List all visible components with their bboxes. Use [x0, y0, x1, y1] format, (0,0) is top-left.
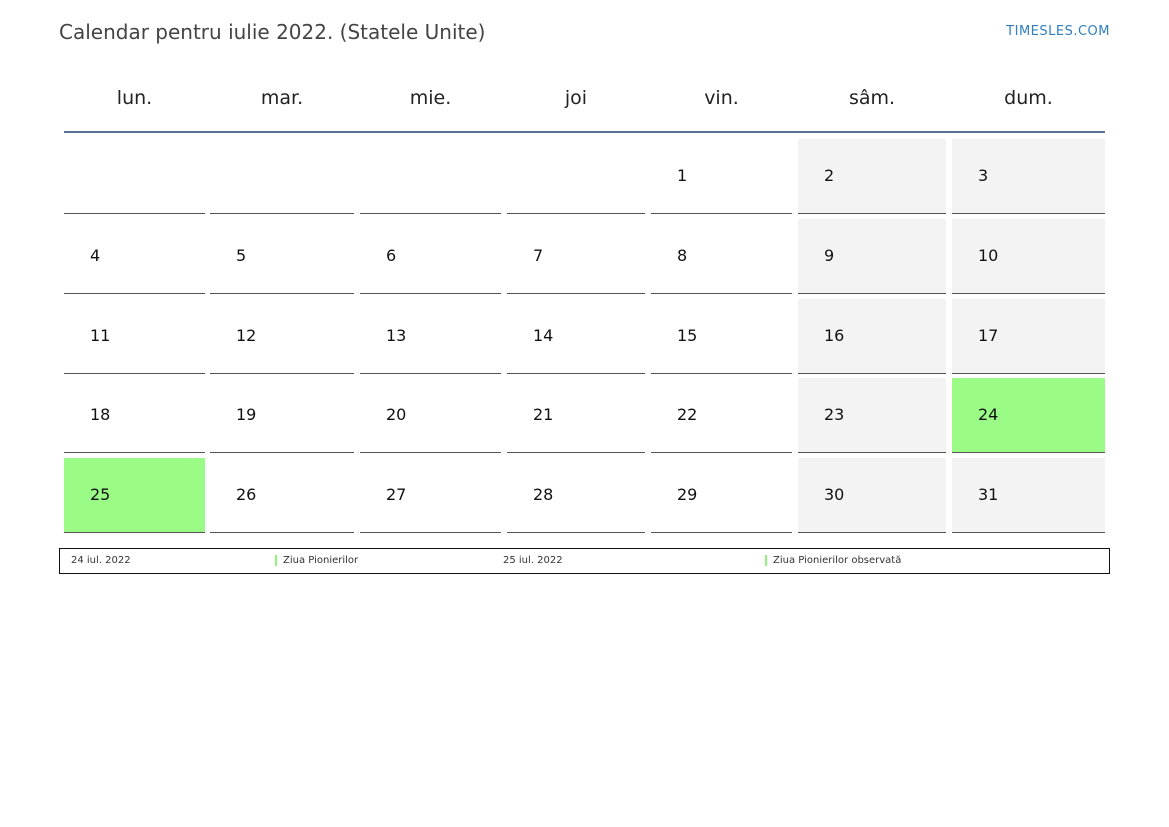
day-cell[interactable]: 23 [798, 378, 946, 453]
day-number: 3 [978, 166, 989, 185]
day-number: 25 [90, 485, 111, 504]
day-cell[interactable]: 21 [507, 378, 645, 453]
weekday-header: mar. [260, 87, 304, 109]
day-cell[interactable]: 15 [651, 299, 792, 374]
day-number: 18 [90, 405, 111, 424]
day-cell[interactable]: 4 [64, 219, 205, 294]
day-number: 23 [824, 405, 845, 424]
day-number: 10 [978, 246, 999, 265]
day-number: 9 [824, 246, 835, 265]
day-cell[interactable]: 31 [952, 458, 1105, 533]
day-number: 8 [677, 246, 688, 265]
legend-color-marker [765, 555, 767, 566]
day-cell[interactable]: 14 [507, 299, 645, 374]
day-cell[interactable]: 11 [64, 299, 205, 374]
day-cell[interactable]: 7 [507, 219, 645, 294]
day-cell[interactable]: 10 [952, 219, 1105, 294]
day-cell[interactable]: 3 [952, 139, 1105, 214]
day-number: 12 [236, 326, 257, 345]
day-number: 20 [386, 405, 407, 424]
day-number: 21 [533, 405, 554, 424]
day-number: 28 [533, 485, 554, 504]
empty-day-cell [360, 139, 501, 214]
day-cell[interactable]: 20 [360, 378, 501, 453]
day-number: 1 [677, 166, 688, 185]
day-cell[interactable]: 1 [651, 139, 792, 214]
weekday-header: dum. [1004, 87, 1053, 109]
day-cell[interactable]: 12 [210, 299, 354, 374]
legend-date: 25 iul. 2022 [503, 555, 563, 566]
day-cell[interactable]: 27 [360, 458, 501, 533]
empty-day-cell [64, 139, 205, 214]
day-cell[interactable]: 29 [651, 458, 792, 533]
day-cell[interactable]: 30 [798, 458, 946, 533]
weekday-header: lun. [116, 87, 153, 109]
day-number: 17 [978, 326, 999, 345]
empty-day-cell [210, 139, 354, 214]
weekday-header: sâm. [848, 87, 896, 109]
day-number: 22 [677, 405, 698, 424]
day-number: 4 [90, 246, 101, 265]
day-cell[interactable]: 2 [798, 139, 946, 214]
day-number: 24 [978, 405, 999, 424]
day-number: 30 [824, 485, 845, 504]
day-number: 2 [824, 166, 835, 185]
empty-day-cell [507, 139, 645, 214]
weekday-header: vin. [704, 87, 739, 109]
header-divider [64, 131, 1105, 133]
legend-holiday-name: Ziua Pionierilor [283, 555, 359, 566]
day-cell[interactable]: 9 [798, 219, 946, 294]
day-number: 31 [978, 485, 999, 504]
day-cell[interactable]: 26 [210, 458, 354, 533]
day-number: 5 [236, 246, 247, 265]
day-cell[interactable]: 16 [798, 299, 946, 374]
page-title: Calendar pentru iulie 2022. (Statele Uni… [59, 20, 486, 44]
day-cell[interactable]: 25 [64, 458, 205, 533]
holiday-legend: 24 iul. 2022 Ziua Pionierilor 25 iul. 20… [59, 548, 1110, 574]
legend-date: 24 iul. 2022 [71, 555, 131, 566]
day-number: 11 [90, 326, 111, 345]
day-number: 7 [533, 246, 544, 265]
weekday-header: joi [564, 87, 588, 109]
day-cell[interactable]: 13 [360, 299, 501, 374]
day-cell[interactable]: 5 [210, 219, 354, 294]
day-number: 15 [677, 326, 698, 345]
day-cell[interactable]: 28 [507, 458, 645, 533]
day-number: 6 [386, 246, 397, 265]
day-cell[interactable]: 19 [210, 378, 354, 453]
day-cell[interactable]: 17 [952, 299, 1105, 374]
day-number: 16 [824, 326, 845, 345]
day-cell[interactable]: 18 [64, 378, 205, 453]
day-cell[interactable]: 8 [651, 219, 792, 294]
day-number: 26 [236, 485, 257, 504]
day-number: 19 [236, 405, 257, 424]
day-cell[interactable]: 24 [952, 378, 1105, 453]
weekday-header: mie. [409, 87, 452, 109]
day-cell[interactable]: 6 [360, 219, 501, 294]
site-link[interactable]: TIMESLES.COM [1006, 24, 1110, 39]
legend-holiday-name: Ziua Pionierilor observată [773, 555, 902, 566]
day-number: 13 [386, 326, 407, 345]
day-number: 27 [386, 485, 407, 504]
legend-color-marker [275, 555, 277, 566]
day-number: 29 [677, 485, 698, 504]
day-number: 14 [533, 326, 554, 345]
day-cell[interactable]: 22 [651, 378, 792, 453]
